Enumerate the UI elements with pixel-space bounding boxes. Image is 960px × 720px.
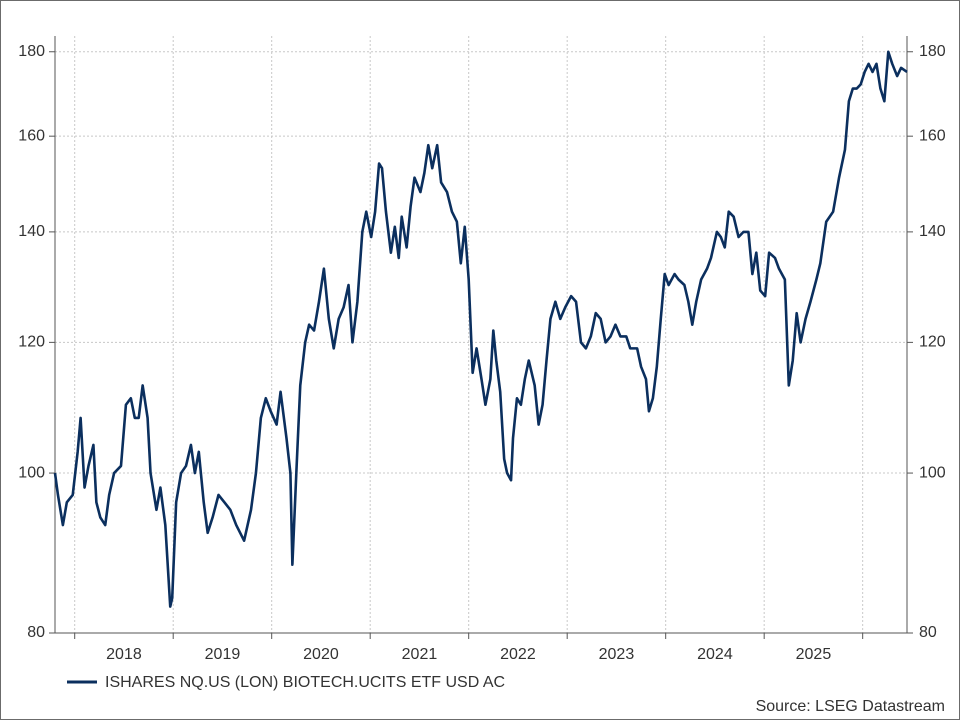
y2-tick-label: 180: [919, 43, 946, 60]
y2-tick-label: 160: [919, 127, 946, 144]
y2-tick-label: 80: [919, 624, 937, 641]
y-tick-label: 180: [18, 43, 45, 60]
x-tick-label: 2024: [697, 646, 733, 663]
y-tick-label: 100: [18, 464, 45, 481]
y-tick-label: 140: [18, 223, 45, 240]
y2-tick-label: 140: [919, 223, 946, 240]
x-tick-label: 2020: [303, 646, 339, 663]
y-tick-label: 80: [27, 624, 45, 641]
x-tick-label: 2019: [205, 646, 241, 663]
data-line: [53, 50, 908, 608]
y-tick-label: 120: [18, 334, 45, 351]
y-tick-label: 160: [18, 127, 45, 144]
y2-tick-label: 120: [919, 334, 946, 351]
source: Source: LSEG Datastream: [756, 698, 945, 715]
legend-label: ISHARES NQ.US (LON) BIOTECH.UCITS ETF US…: [105, 674, 505, 691]
x-tick-label: 2023: [599, 646, 635, 663]
x-tick-label: 2018: [106, 646, 142, 663]
x-tick-label: 2022: [500, 646, 536, 663]
x-tick-label: 2025: [796, 646, 832, 663]
x-tick-label: 2021: [402, 646, 438, 663]
y2-tick-label: 100: [919, 464, 946, 481]
